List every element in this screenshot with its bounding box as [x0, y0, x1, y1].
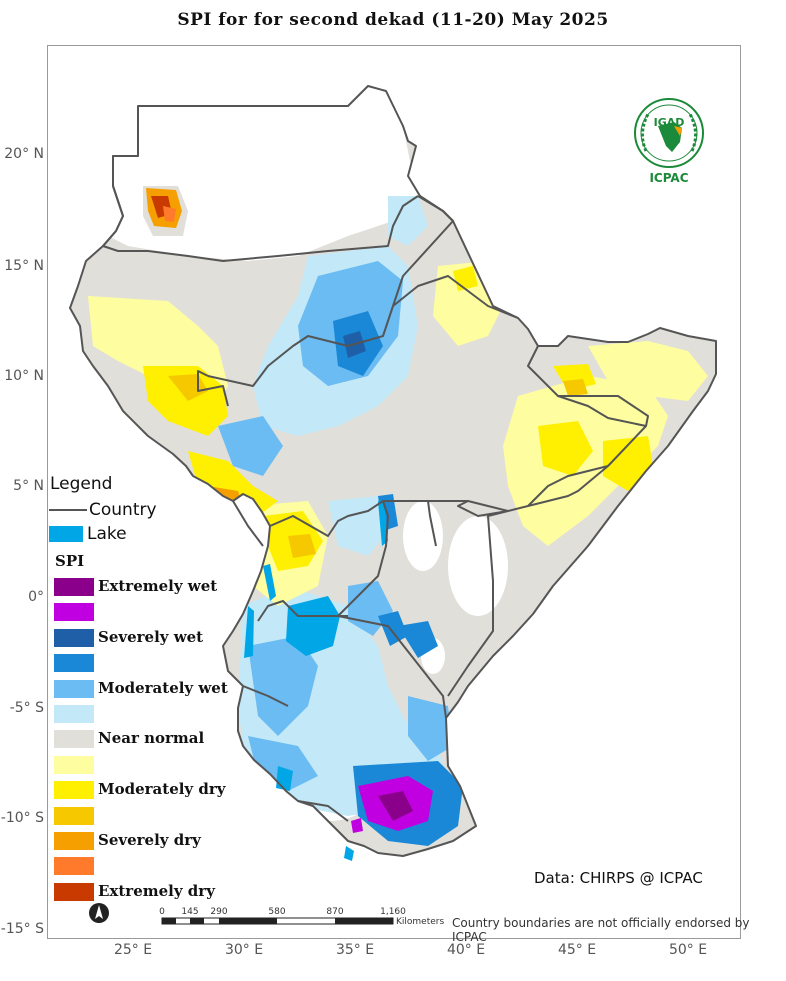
country-boundaries	[69, 85, 717, 857]
lon-label-30e: 30° E	[224, 942, 264, 958]
igad-icpac-logo: IGAD ICPAC	[634, 98, 704, 185]
lat-label-15n: 15° N	[4, 258, 44, 274]
spi-map	[69, 85, 717, 861]
spi-swatch-8	[54, 781, 94, 800]
lat-label-10s: -10° S	[0, 810, 44, 826]
spi-label-8: Moderately dry	[98, 780, 226, 799]
lon-label-50e: 50° E	[668, 942, 708, 958]
logo-top-text: IGAD	[654, 116, 685, 129]
lake-tanganyika-edge	[244, 606, 254, 658]
legend-lake: Lake	[49, 524, 127, 544]
north-arrow-icon	[89, 903, 109, 923]
lake-turkana	[378, 501, 388, 546]
spi-swatch-5	[54, 705, 94, 723]
spi-swatch-6	[54, 730, 94, 749]
lat-label-5s: -5° S	[9, 700, 44, 716]
spi-label-4: Moderately wet	[98, 678, 228, 697]
spi-swatch-2	[54, 628, 94, 647]
spi-swatch-9	[54, 806, 94, 825]
legend-country-label: Country	[89, 500, 157, 520]
lat-label-20n: 20° N	[4, 146, 44, 162]
scale-tick-290: 290	[210, 907, 227, 917]
lon-label-45e: 45° E	[557, 942, 597, 958]
country-line-swatch	[49, 509, 87, 511]
lat-label-0: 0°	[28, 589, 44, 605]
spi-legend-title: SPI	[55, 552, 85, 570]
legend-lake-label: Lake	[87, 524, 127, 544]
map-frame	[47, 45, 741, 939]
scale-tick-870: 870	[326, 907, 343, 917]
lake-swatch	[49, 526, 83, 542]
lon-label-25e: 25° E	[113, 942, 153, 958]
spi-swatch-1	[54, 603, 94, 622]
spi-label-10: Severely dry	[98, 831, 201, 849]
logo-bottom-text: ICPAC	[649, 171, 688, 185]
scale-tick-0: 0	[159, 907, 165, 917]
lake-malawi-tip	[344, 846, 354, 861]
scale-bar: 0 145 290 580 870 1,160 Kilometers	[159, 907, 444, 927]
legend-title: Legend	[50, 474, 113, 494]
lat-label-15s: -15° S	[0, 921, 44, 937]
spi-swatch-0	[54, 578, 94, 596]
scale-tick-1160: 1,160	[380, 907, 406, 917]
tibesti-dry-patch	[143, 186, 188, 236]
spi-label-12: Extremely dry	[98, 881, 215, 900]
spi-swatch-10	[54, 832, 94, 850]
lat-label-10n: 10° N	[4, 368, 44, 384]
lake-albert	[263, 564, 276, 601]
scale-unit: Kilometers	[396, 917, 444, 927]
lake-victoria	[286, 596, 340, 656]
scale-tick-145: 145	[181, 907, 198, 917]
spi-swatch-11	[54, 857, 94, 876]
spi-label-6: Near normal	[98, 729, 205, 748]
spi-swatch-12	[54, 882, 94, 901]
map-title: SPI for for second dekad (11-20) May 202…	[177, 10, 609, 30]
spi-swatch-7	[54, 755, 94, 774]
lon-label-35e: 35° E	[335, 942, 375, 958]
lat-label-5n: 5° N	[13, 478, 44, 494]
scale-tick-580: 580	[268, 907, 285, 917]
lon-label-40e: 40° E	[446, 942, 486, 958]
spi-label-0: Extremely wet	[98, 577, 218, 595]
legend-country: Country	[49, 500, 157, 520]
spi-label-2: Severely wet	[98, 627, 204, 646]
data-credit: Data: CHIRPS @ ICPAC	[534, 869, 703, 887]
spi-swatch-4	[54, 679, 94, 698]
boundary-disclaimer: Country boundaries are not officially en…	[452, 916, 750, 944]
spi-swatch-3	[54, 654, 94, 673]
